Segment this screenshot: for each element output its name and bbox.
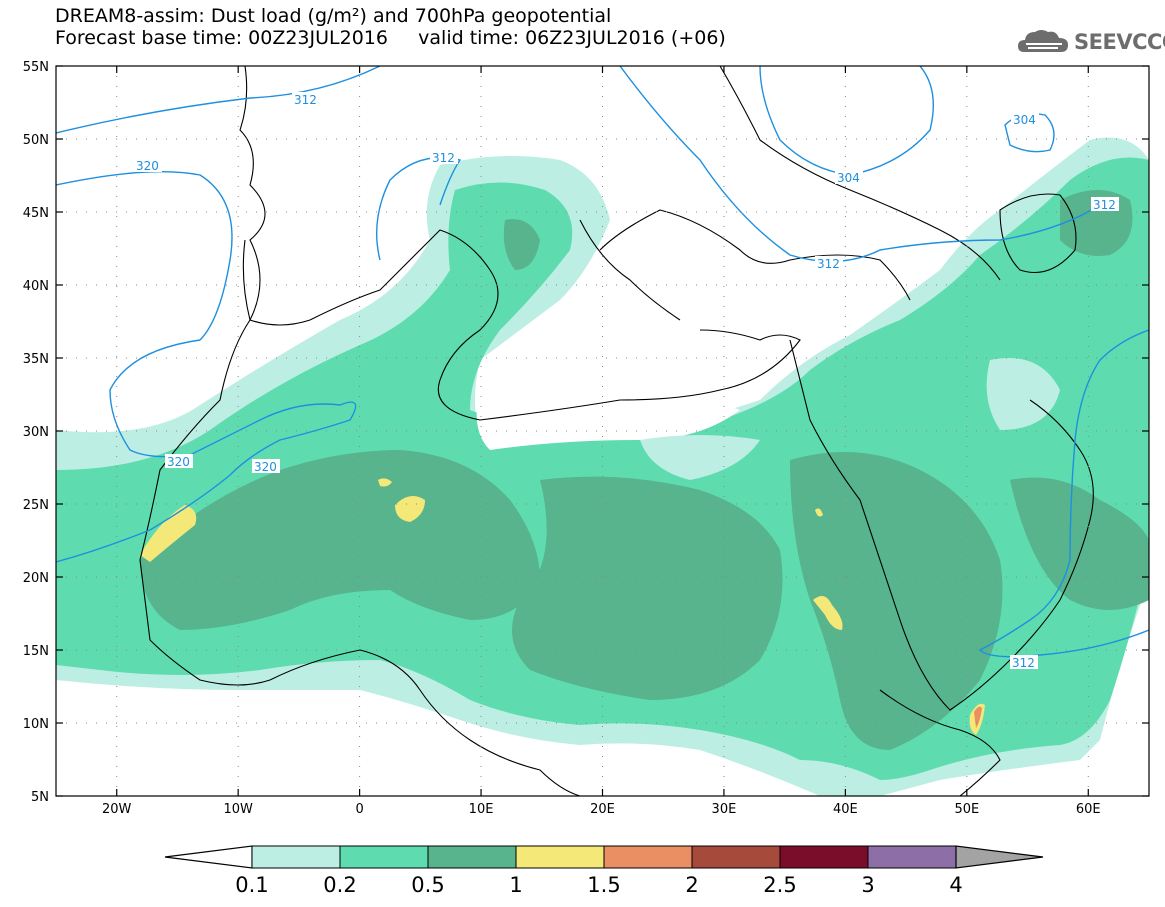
lat-tick-label: 10N — [23, 717, 49, 732]
colorbar-swatch — [427, 845, 517, 869]
colorbar-under-arrow — [164, 845, 253, 869]
dust-band-1-westafrica — [140, 505, 197, 562]
lat-tick-label: 50N — [23, 133, 49, 148]
seevccc-logo: SEEVCCC — [1018, 26, 1165, 58]
colorbar-over-arrow — [955, 845, 1044, 869]
lon-tick-label: 60E — [1076, 802, 1101, 817]
dust-band-0.5-central — [512, 476, 783, 700]
contour-label: 312 — [294, 93, 317, 107]
lon-tick-label: 0 — [355, 802, 363, 817]
dust-band-0.5-west — [140, 450, 540, 630]
dust-band-0.5-iran — [1010, 477, 1149, 610]
contour-label: 312 — [1093, 198, 1116, 212]
contour-label: 320 — [167, 455, 190, 469]
dust-band-0.5-arabia — [790, 452, 1003, 750]
contour-label: 312 — [432, 151, 455, 165]
contour-label: 320 — [136, 159, 159, 173]
contour-label: 320 — [254, 460, 277, 474]
colorbar-swatch — [251, 845, 341, 869]
colorbar-swatch — [603, 845, 693, 869]
lon-tick-label: 20E — [590, 802, 615, 817]
colorbar-swatch — [691, 845, 781, 869]
contour-labels: 312 320 312 304 304 312 312 320 320 312 — [134, 92, 1119, 670]
lat-tick-label: 35N — [23, 352, 49, 367]
colorbar-label: 2.5 — [763, 873, 796, 897]
colorbar-label: 3 — [861, 873, 874, 897]
lat-tick-label: 25N — [23, 498, 49, 513]
colorbar-label: 2 — [685, 873, 698, 897]
lon-tick-label: 20W — [102, 802, 132, 817]
colorbar-label: 4 — [949, 873, 962, 897]
colorbar-label: 0.5 — [411, 873, 444, 897]
lon-tick-label: 50E — [954, 802, 979, 817]
colorbar-swatch — [779, 845, 869, 869]
dust-band-1-algeria — [395, 496, 425, 522]
dust-band-1-redsea — [813, 596, 843, 630]
colorbar: 0.1 0.2 0.5 1 1.5 2 2.5 3 4 — [164, 845, 1044, 897]
lat-tick-label: 30N — [23, 425, 49, 440]
coastlines — [139, 66, 1094, 796]
colorbar-swatch — [867, 845, 957, 869]
lat-tick-label: 45N — [23, 206, 49, 221]
dust-band-1-algeria-small — [378, 478, 392, 487]
lat-tick-label: 15N — [23, 644, 49, 659]
map-title: DREAM8-assim: Dust load (g/m²) and 700hP… — [55, 5, 612, 27]
contour-label: 304 — [837, 171, 860, 185]
dust-band-0.5-italy — [503, 219, 540, 270]
contour-label: 304 — [1013, 113, 1036, 127]
colorbar-label: 1.5 — [587, 873, 620, 897]
colorbar-swatch — [339, 845, 429, 869]
axis-ticks — [56, 65, 1149, 797]
colorbar-swatch — [515, 845, 605, 869]
longitude-labels: 20W 10W 0 10E 20E 30E 40E 50E 60E — [102, 802, 1101, 817]
lat-tick-label: 5N — [31, 790, 49, 805]
colorbar-label: 0.1 — [235, 873, 268, 897]
contour-label: 312 — [817, 257, 840, 271]
lon-tick-label: 10E — [469, 802, 494, 817]
dust-gap-egypt — [640, 435, 760, 480]
colorbar-label: 0.2 — [323, 873, 356, 897]
lon-tick-label: 10W — [223, 802, 253, 817]
lat-tick-label: 55N — [23, 60, 49, 75]
lat-tick-label: 20N — [23, 571, 49, 586]
dust-gap-east — [986, 358, 1060, 430]
cloud-icon — [1018, 30, 1068, 52]
colorbar-label: 1 — [509, 873, 522, 897]
lat-tick-label: 40N — [23, 279, 49, 294]
dust-gap-libya — [476, 385, 740, 450]
dust-band-1-sudan-small — [815, 508, 823, 517]
lon-tick-label: 40E — [833, 802, 858, 817]
forecast-time-subtitle: Forecast base time: 00Z23JUL2016 valid t… — [55, 27, 726, 49]
logo-text: SEEVCCC — [1074, 30, 1165, 54]
contour-label: 312 — [1012, 656, 1035, 670]
latitude-labels: 55N 50N 45N 40N 35N 30N 25N 20N 15N 10N … — [23, 60, 49, 805]
lon-tick-label: 30E — [712, 802, 737, 817]
